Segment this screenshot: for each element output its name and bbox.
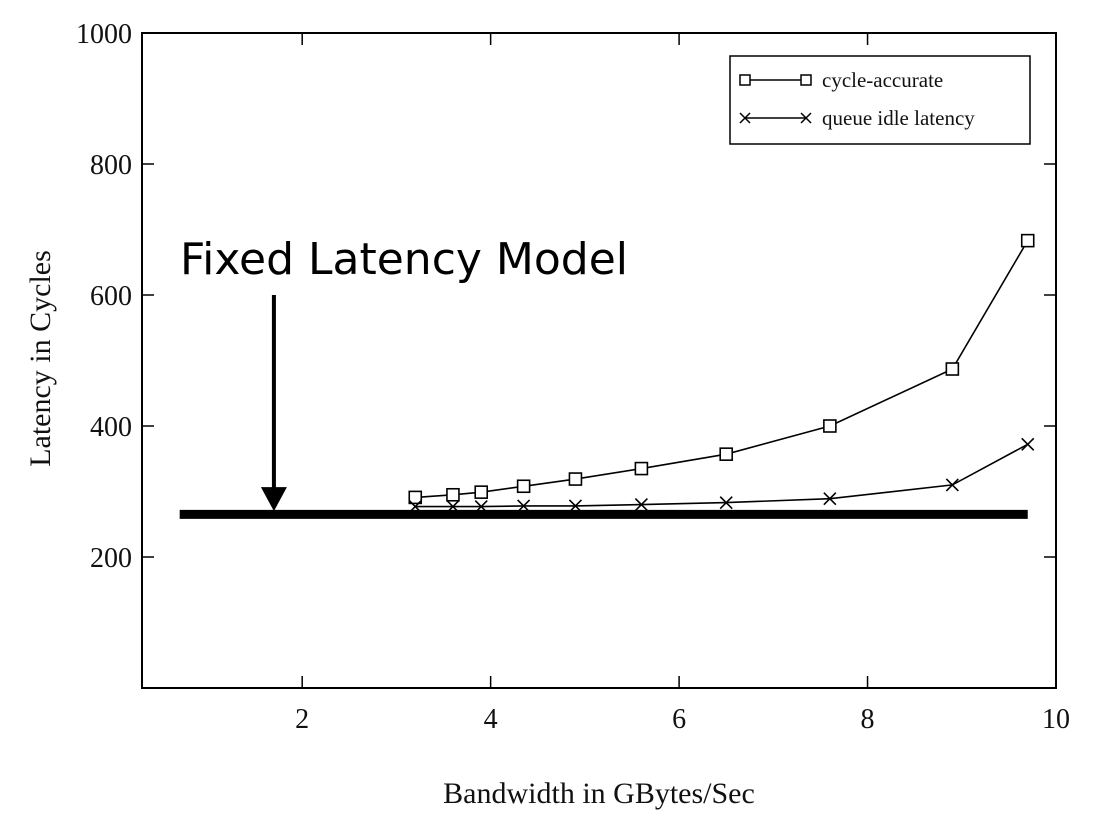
cycle-accurate-point xyxy=(823,419,837,433)
legend-label: cycle-accurate xyxy=(822,68,943,92)
x-axis-label: Bandwidth in GBytes/Sec xyxy=(443,777,755,810)
y-tick-label: 1000 xyxy=(76,19,132,50)
cycle-accurate-point xyxy=(446,487,460,502)
x-axis-ticks: 2 4 6 8 10 xyxy=(295,33,1070,735)
plot-frame xyxy=(141,32,1057,689)
series-layer xyxy=(408,233,1035,514)
queue-idle-latency-point xyxy=(1021,437,1035,451)
legend-box xyxy=(729,55,1031,145)
x-tick-label: 4 xyxy=(484,704,498,735)
cycle-accurate-point xyxy=(516,479,531,494)
cycle-accurate-point xyxy=(1020,233,1035,248)
cycle-accurate-point xyxy=(945,362,960,376)
cycle-accurate-point xyxy=(634,461,649,476)
queue-idle-latency-point xyxy=(945,478,959,492)
y-tick-label: 200 xyxy=(90,543,132,574)
x-tick-label: 2 xyxy=(295,704,309,735)
cycle-accurate-point xyxy=(474,485,489,499)
cycle-accurate-point xyxy=(408,490,423,505)
annotation-arrow-head xyxy=(260,487,287,512)
queue-idle-latency-point xyxy=(517,499,531,513)
legend-marker-square xyxy=(800,74,812,86)
y-axis-ticks: 200 400 600 800 1000 xyxy=(76,19,1056,574)
y-tick-label: 600 xyxy=(90,281,132,312)
annotation-text: Fixed Latency Model xyxy=(180,234,628,285)
series-line-1 xyxy=(415,443,1029,508)
y-tick-label: 400 xyxy=(90,412,132,443)
y-tick-label: 800 xyxy=(90,150,132,181)
queue-idle-latency-point xyxy=(634,498,648,512)
series-line-0 xyxy=(415,240,1029,499)
legend-marker-x xyxy=(739,112,751,124)
legend: cycle-accurate queue idle latency xyxy=(729,55,1031,145)
legend-marker-square xyxy=(739,74,751,86)
x-tick-label: 10 xyxy=(1042,704,1070,735)
queue-idle-latency-point xyxy=(568,499,583,513)
queue-idle-latency-point xyxy=(719,496,733,510)
queue-idle-latency-point xyxy=(823,492,837,506)
legend-marker-x xyxy=(800,112,812,124)
x-tick-label: 8 xyxy=(861,704,875,735)
cycle-accurate-point xyxy=(568,472,583,486)
y-axis-label: Latency in Cycles xyxy=(24,250,57,467)
legend-label: queue idle latency xyxy=(822,106,975,130)
cycle-accurate-point xyxy=(719,447,734,461)
x-tick-label: 6 xyxy=(672,704,686,735)
